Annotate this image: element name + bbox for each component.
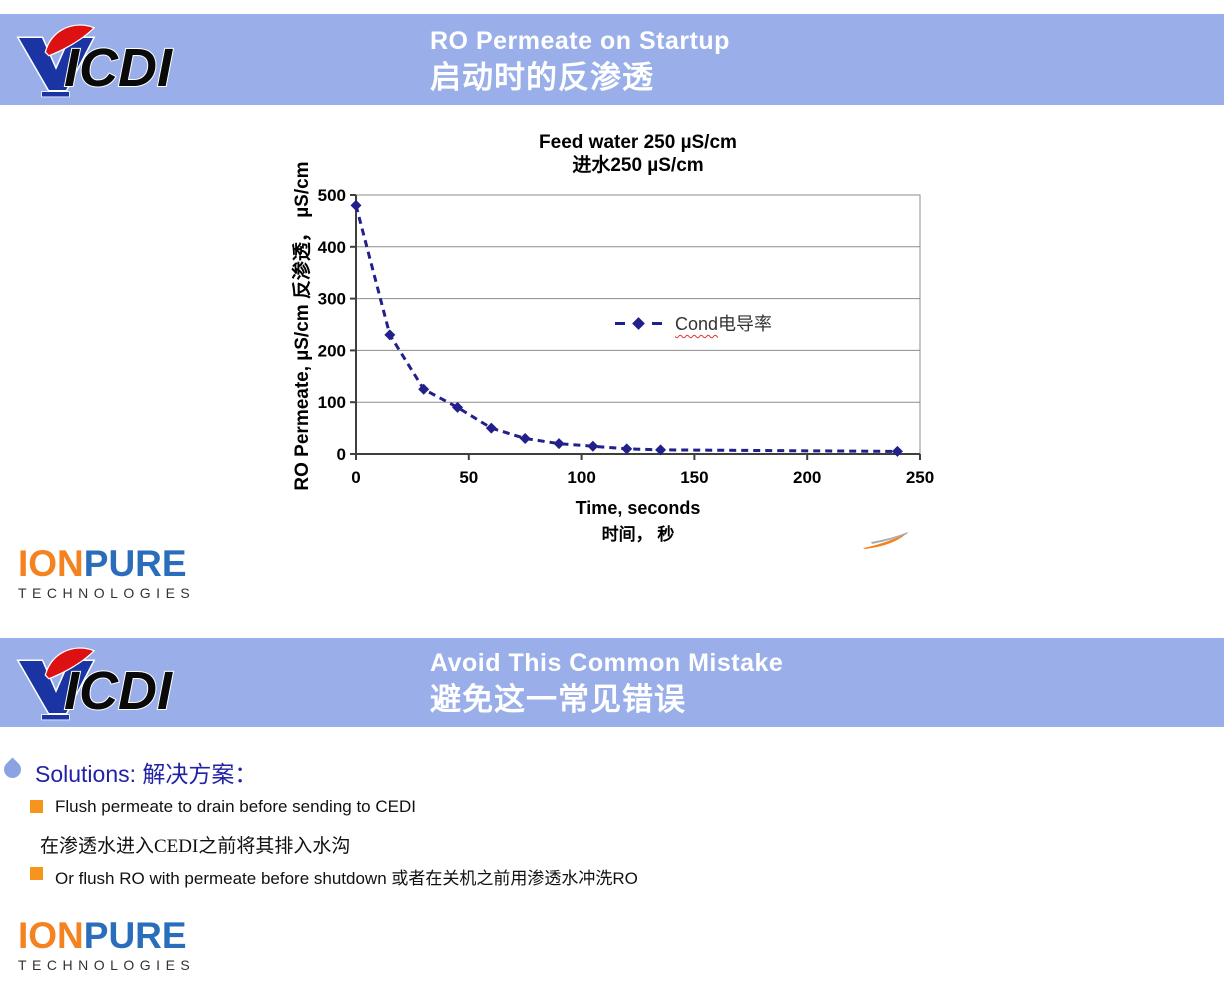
chart-legend: Cond电导率 <box>615 310 772 336</box>
data-point-marker <box>384 329 396 341</box>
bullet2-text: Or flush RO with permeate before shutdow… <box>55 869 638 888</box>
ionpure-pure: PURE <box>83 543 187 584</box>
chart-title: Feed water 250 µS/cm 进水250 µS/cm <box>356 131 920 177</box>
slide2-header-band: Avoid This Common Mistake 避免这一常见错误 <box>0 638 1224 727</box>
x-tick-label: 150 <box>680 468 708 487</box>
bullet1-chinese-text: 在渗透水进入CEDI之前将其排入水沟 <box>40 836 351 857</box>
y-tick-label: 500 <box>318 186 346 205</box>
slide1-header-band: RO Permeate on Startup 启动时的反渗透 <box>0 14 1224 105</box>
chart: Feed water 250 µS/cm 进水250 µS/cm RO Perm… <box>270 125 950 565</box>
vicdi-logo-icon: ICDI <box>16 647 174 722</box>
ionpure-ion: ION <box>18 543 84 584</box>
y-tick-label: 400 <box>318 238 346 257</box>
data-point-marker <box>621 443 633 455</box>
chart-title-en: Feed water 250 µS/cm <box>539 132 737 153</box>
legend-label-zh: 电导率 <box>718 314 773 334</box>
data-point-marker <box>655 444 667 456</box>
slide2-title-zh: 避免这一常见错误 <box>430 682 686 717</box>
data-point-marker <box>350 199 362 211</box>
bullet-row-1: Flush permeate to drain before sending t… <box>30 797 930 817</box>
square-bullet-icon <box>30 800 43 813</box>
x-axis-title-zh: 时间， 秒 <box>601 525 675 544</box>
orange-swoosh-icon <box>863 532 908 549</box>
vicdi-logo: ICDI <box>14 645 176 725</box>
droplet-bullet-icon <box>0 757 25 782</box>
ionpure-logo: IONPURE TECHNOLOGIES <box>18 545 196 602</box>
y-tick-label: 0 <box>337 445 346 464</box>
legend-dash-icon <box>652 321 662 325</box>
solutions-label: Solutions: 解决方案： <box>35 761 258 787</box>
x-tick-label: 200 <box>793 468 821 487</box>
legend-diamond-icon <box>632 316 645 330</box>
series-line <box>354 204 898 453</box>
y-tick-label: 300 <box>318 290 346 309</box>
vicdi-logo: ICDI <box>14 22 176 102</box>
data-point-marker <box>519 432 531 444</box>
x-tick-label: 0 <box>351 468 360 487</box>
ionpure-ion: ION <box>18 915 84 956</box>
bullet-row-2: Or flush RO with permeate before shutdow… <box>30 864 1030 889</box>
chart-title-zh: 进水250 µS/cm <box>572 155 704 176</box>
x-tick-label: 100 <box>567 468 595 487</box>
x-tick-label: 50 <box>459 468 478 487</box>
slide1-title-en: RO Permeate on Startup <box>430 27 730 55</box>
y-tick-label: 200 <box>318 341 346 360</box>
ionpure-pure: PURE <box>83 915 187 956</box>
solutions-heading-row: Solutions: 解决方案： <box>0 755 258 789</box>
slide2-title-en: Avoid This Common Mistake <box>430 649 784 677</box>
vicdi-brand-text: ICDI <box>64 661 173 721</box>
x-tick-label: 250 <box>906 468 934 487</box>
data-point-marker <box>452 401 464 413</box>
vicdi-logo-icon: ICDI <box>16 24 174 99</box>
x-axis-title: Time, seconds 时间， 秒 <box>356 497 920 545</box>
square-bullet-icon <box>30 867 43 880</box>
legend-dash-icon <box>615 321 625 325</box>
slide1-title-zh: 启动时的反渗透 <box>430 60 654 95</box>
chart-plot-svg: 0 100 200 300 400 500 0 50 100 150 200 250 <box>318 186 935 487</box>
ionpure-logo: IONPURE TECHNOLOGIES <box>18 917 196 974</box>
bullet1-text: Flush permeate to drain before sending t… <box>55 797 416 816</box>
data-point-marker <box>418 383 430 395</box>
slide2-header: Avoid This Common Mistake 避免这一常见错误 <box>430 648 783 719</box>
vicdi-brand-text: ICDI <box>64 38 173 98</box>
data-point-marker <box>485 422 497 434</box>
data-point-marker <box>553 438 565 450</box>
slide1-header: RO Permeate on Startup 启动时的反渗透 <box>430 26 730 97</box>
ionpure-technologies: TECHNOLOGIES <box>18 957 196 973</box>
ionpure-wordmark: IONPURE <box>18 545 195 583</box>
data-point-marker <box>891 445 903 457</box>
legend-label: Cond电导率 <box>675 310 772 336</box>
ionpure-wordmark: IONPURE <box>18 917 195 955</box>
legend-label-en: Cond <box>675 314 719 334</box>
x-axis-title-en: Time, seconds <box>575 498 701 518</box>
ionpure-technologies: TECHNOLOGIES <box>18 585 196 601</box>
data-point-marker <box>587 440 599 452</box>
y-tick-label: 100 <box>318 393 346 412</box>
